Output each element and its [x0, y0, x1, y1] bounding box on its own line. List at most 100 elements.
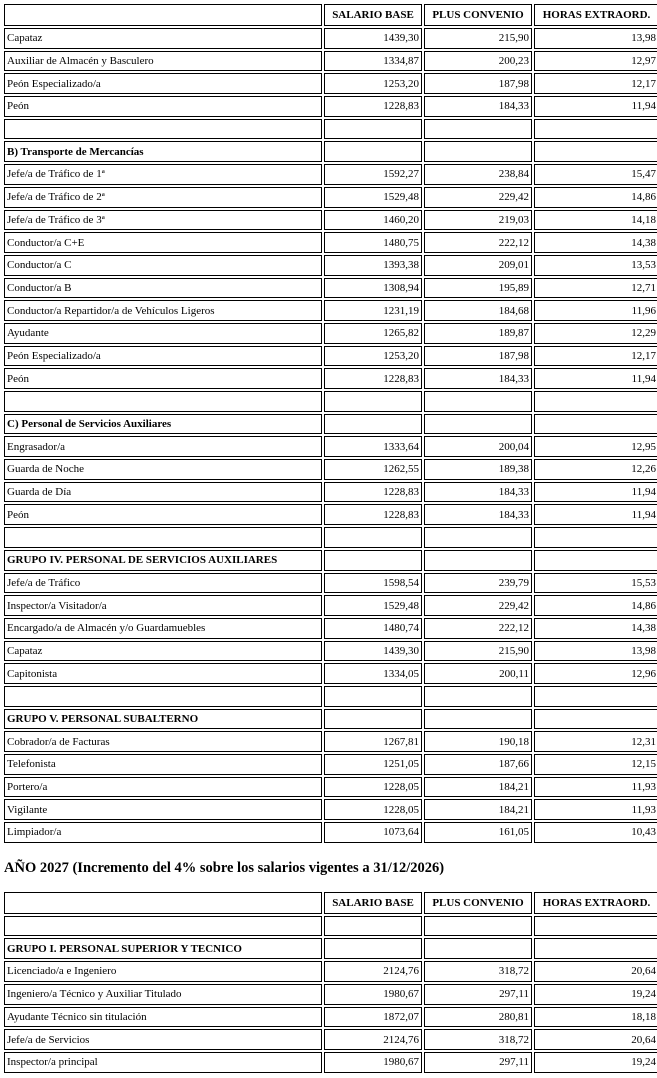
cell: 1480,74 — [324, 617, 422, 639]
cell: Telefonista — [4, 754, 322, 775]
row: Inspector/a principal 1980,67 297,11 19,24 — [4, 1051, 657, 1073]
row: GRUPO V. PERSONAL SUBALTERNO — [4, 708, 657, 730]
cell: Jefe/a de Tráfico de 1ª — [4, 164, 322, 185]
row: Cobrador/a de Facturas 1267,81 190,18 12,31 — [4, 731, 657, 752]
cell — [534, 708, 657, 730]
cell: 1253,20 — [324, 73, 422, 95]
row: Jefe/a de Tráfico de 3ª 1460,20 219,03 14,1… — [4, 209, 657, 231]
row: C) Personal de Servicios Auxiliares — [4, 413, 657, 435]
cell: Peón Especializado/a — [4, 73, 322, 95]
cell: 189,38 — [424, 459, 532, 480]
cell: 184,33 — [424, 481, 532, 503]
cell — [534, 527, 657, 548]
cell — [424, 915, 532, 937]
row: Limpiador/a 1073,64 161,05 10,43 — [4, 822, 657, 843]
cell: Peón Especializado/a — [4, 345, 322, 367]
cell: 1073,64 — [324, 822, 422, 843]
cell: 200,04 — [424, 436, 532, 458]
cell: Cobrador/a de Facturas — [4, 731, 322, 752]
cell: 187,66 — [424, 754, 532, 775]
cell: 1228,83 — [324, 368, 422, 389]
cell: 12,97 — [534, 50, 657, 72]
row: Guarda de Día 1228,83 184,33 11,94 — [4, 481, 657, 503]
cell: 187,98 — [424, 73, 532, 95]
cell: 11,94 — [534, 368, 657, 389]
cell: 12,26 — [534, 459, 657, 480]
row: Ayudante Técnico sin titulación 1872,07 28… — [4, 1006, 657, 1028]
cell: Auxiliar de Almacén y Basculero — [4, 50, 322, 72]
cell: 1228,05 — [324, 799, 422, 821]
cell: 14,86 — [534, 186, 657, 208]
cell: 161,05 — [424, 822, 532, 843]
cell: 14,86 — [534, 595, 657, 616]
cell: 200,11 — [424, 663, 532, 684]
row: Capataz 1439,30 215,90 13,98 — [4, 640, 657, 662]
cell: 11,96 — [534, 300, 657, 321]
cell — [324, 118, 422, 140]
cell: 215,90 — [424, 28, 532, 49]
cell: 1439,30 — [324, 640, 422, 662]
row: Guarda de Noche 1262,55 189,38 12,26 — [4, 459, 657, 480]
cell: Capataz — [4, 28, 322, 49]
row: Portero/a 1228,05 184,21 11,93 — [4, 776, 657, 798]
cell: 184,33 — [424, 368, 532, 389]
cell: Peón — [4, 96, 322, 117]
cell: 11,93 — [534, 799, 657, 821]
cell: 209,01 — [424, 254, 532, 276]
cell: HORAS EXTRAORD. — [534, 4, 657, 26]
row: Conductor/a B 1308,94 195,89 12,71 — [4, 277, 657, 299]
row: Conductor/a C 1393,38 209,01 13,53 — [4, 254, 657, 276]
row: Conductor/a Repartidor/a de Vehículos Li… — [4, 300, 657, 321]
row: Capitonista 1334,05 200,11 12,96 — [4, 663, 657, 684]
cell: PLUS CONVENIO — [424, 891, 532, 914]
row: Telefonista 1251,05 187,66 12,15 — [4, 754, 657, 775]
cell: 14,18 — [534, 209, 657, 231]
cell — [424, 391, 532, 412]
cell: 1267,81 — [324, 731, 422, 752]
cell: 12,95 — [534, 436, 657, 458]
cell: Guarda de Noche — [4, 459, 322, 480]
cell: 13,53 — [534, 254, 657, 276]
row: Peón 1228,83 184,33 11,94 — [4, 96, 657, 117]
cell — [424, 549, 532, 571]
cell — [324, 141, 422, 163]
cell: 1598,54 — [324, 572, 422, 594]
row: Jefe/a de Tráfico 1598,54 239,79 15,53 — [4, 572, 657, 594]
cell — [534, 685, 657, 707]
salary-table: SALARIO BASE PLUS CONVENIO HORAS EXTRAORD.… — [2, 2, 657, 845]
cell: SALARIO BASE — [324, 891, 422, 914]
cell: 195,89 — [424, 277, 532, 299]
cell: Ayudante Técnico sin titulación — [4, 1006, 322, 1028]
cell: GRUPO V. PERSONAL SUBALTERNO — [4, 708, 322, 730]
row: Engrasador/a 1333,64 200,04 12,95 — [4, 436, 657, 458]
cell: 1228,05 — [324, 776, 422, 798]
cell: 1872,07 — [324, 1006, 422, 1028]
row: Peón 1228,83 184,33 11,94 — [4, 368, 657, 389]
cell — [424, 708, 532, 730]
cell: Limpiador/a — [4, 822, 322, 843]
cell: Encargado/a de Almacén y/o Guardamuebles — [4, 617, 322, 639]
cell: 1334,05 — [324, 663, 422, 684]
cell: 1460,20 — [324, 209, 422, 231]
cell: 1265,82 — [324, 322, 422, 344]
cell — [424, 527, 532, 548]
cell — [4, 391, 322, 412]
cell — [424, 938, 532, 960]
cell: 215,90 — [424, 640, 532, 662]
header-row: SALARIO BASE PLUS CONVENIO HORAS EXTRAORD. — [4, 891, 657, 914]
cell: 13,98 — [534, 28, 657, 49]
row: Jefe/a de Tráfico de 2ª 1529,48 229,42 14,8… — [4, 186, 657, 208]
cell: 229,42 — [424, 186, 532, 208]
cell: 184,33 — [424, 96, 532, 117]
cell: Guarda de Día — [4, 481, 322, 503]
cell: 14,38 — [534, 617, 657, 639]
cell: PLUS CONVENIO — [424, 4, 532, 26]
cell — [534, 413, 657, 435]
cell: Peón — [4, 368, 322, 389]
cell — [534, 938, 657, 960]
cell: 190,18 — [424, 731, 532, 752]
cell: 222,12 — [424, 232, 532, 253]
cell: 1253,20 — [324, 345, 422, 367]
row: Jefe/a de Servicios 2124,76 318,72 20,64 — [4, 1029, 657, 1050]
cell: Conductor/a Repartidor/a de Vehículos Li… — [4, 300, 322, 321]
